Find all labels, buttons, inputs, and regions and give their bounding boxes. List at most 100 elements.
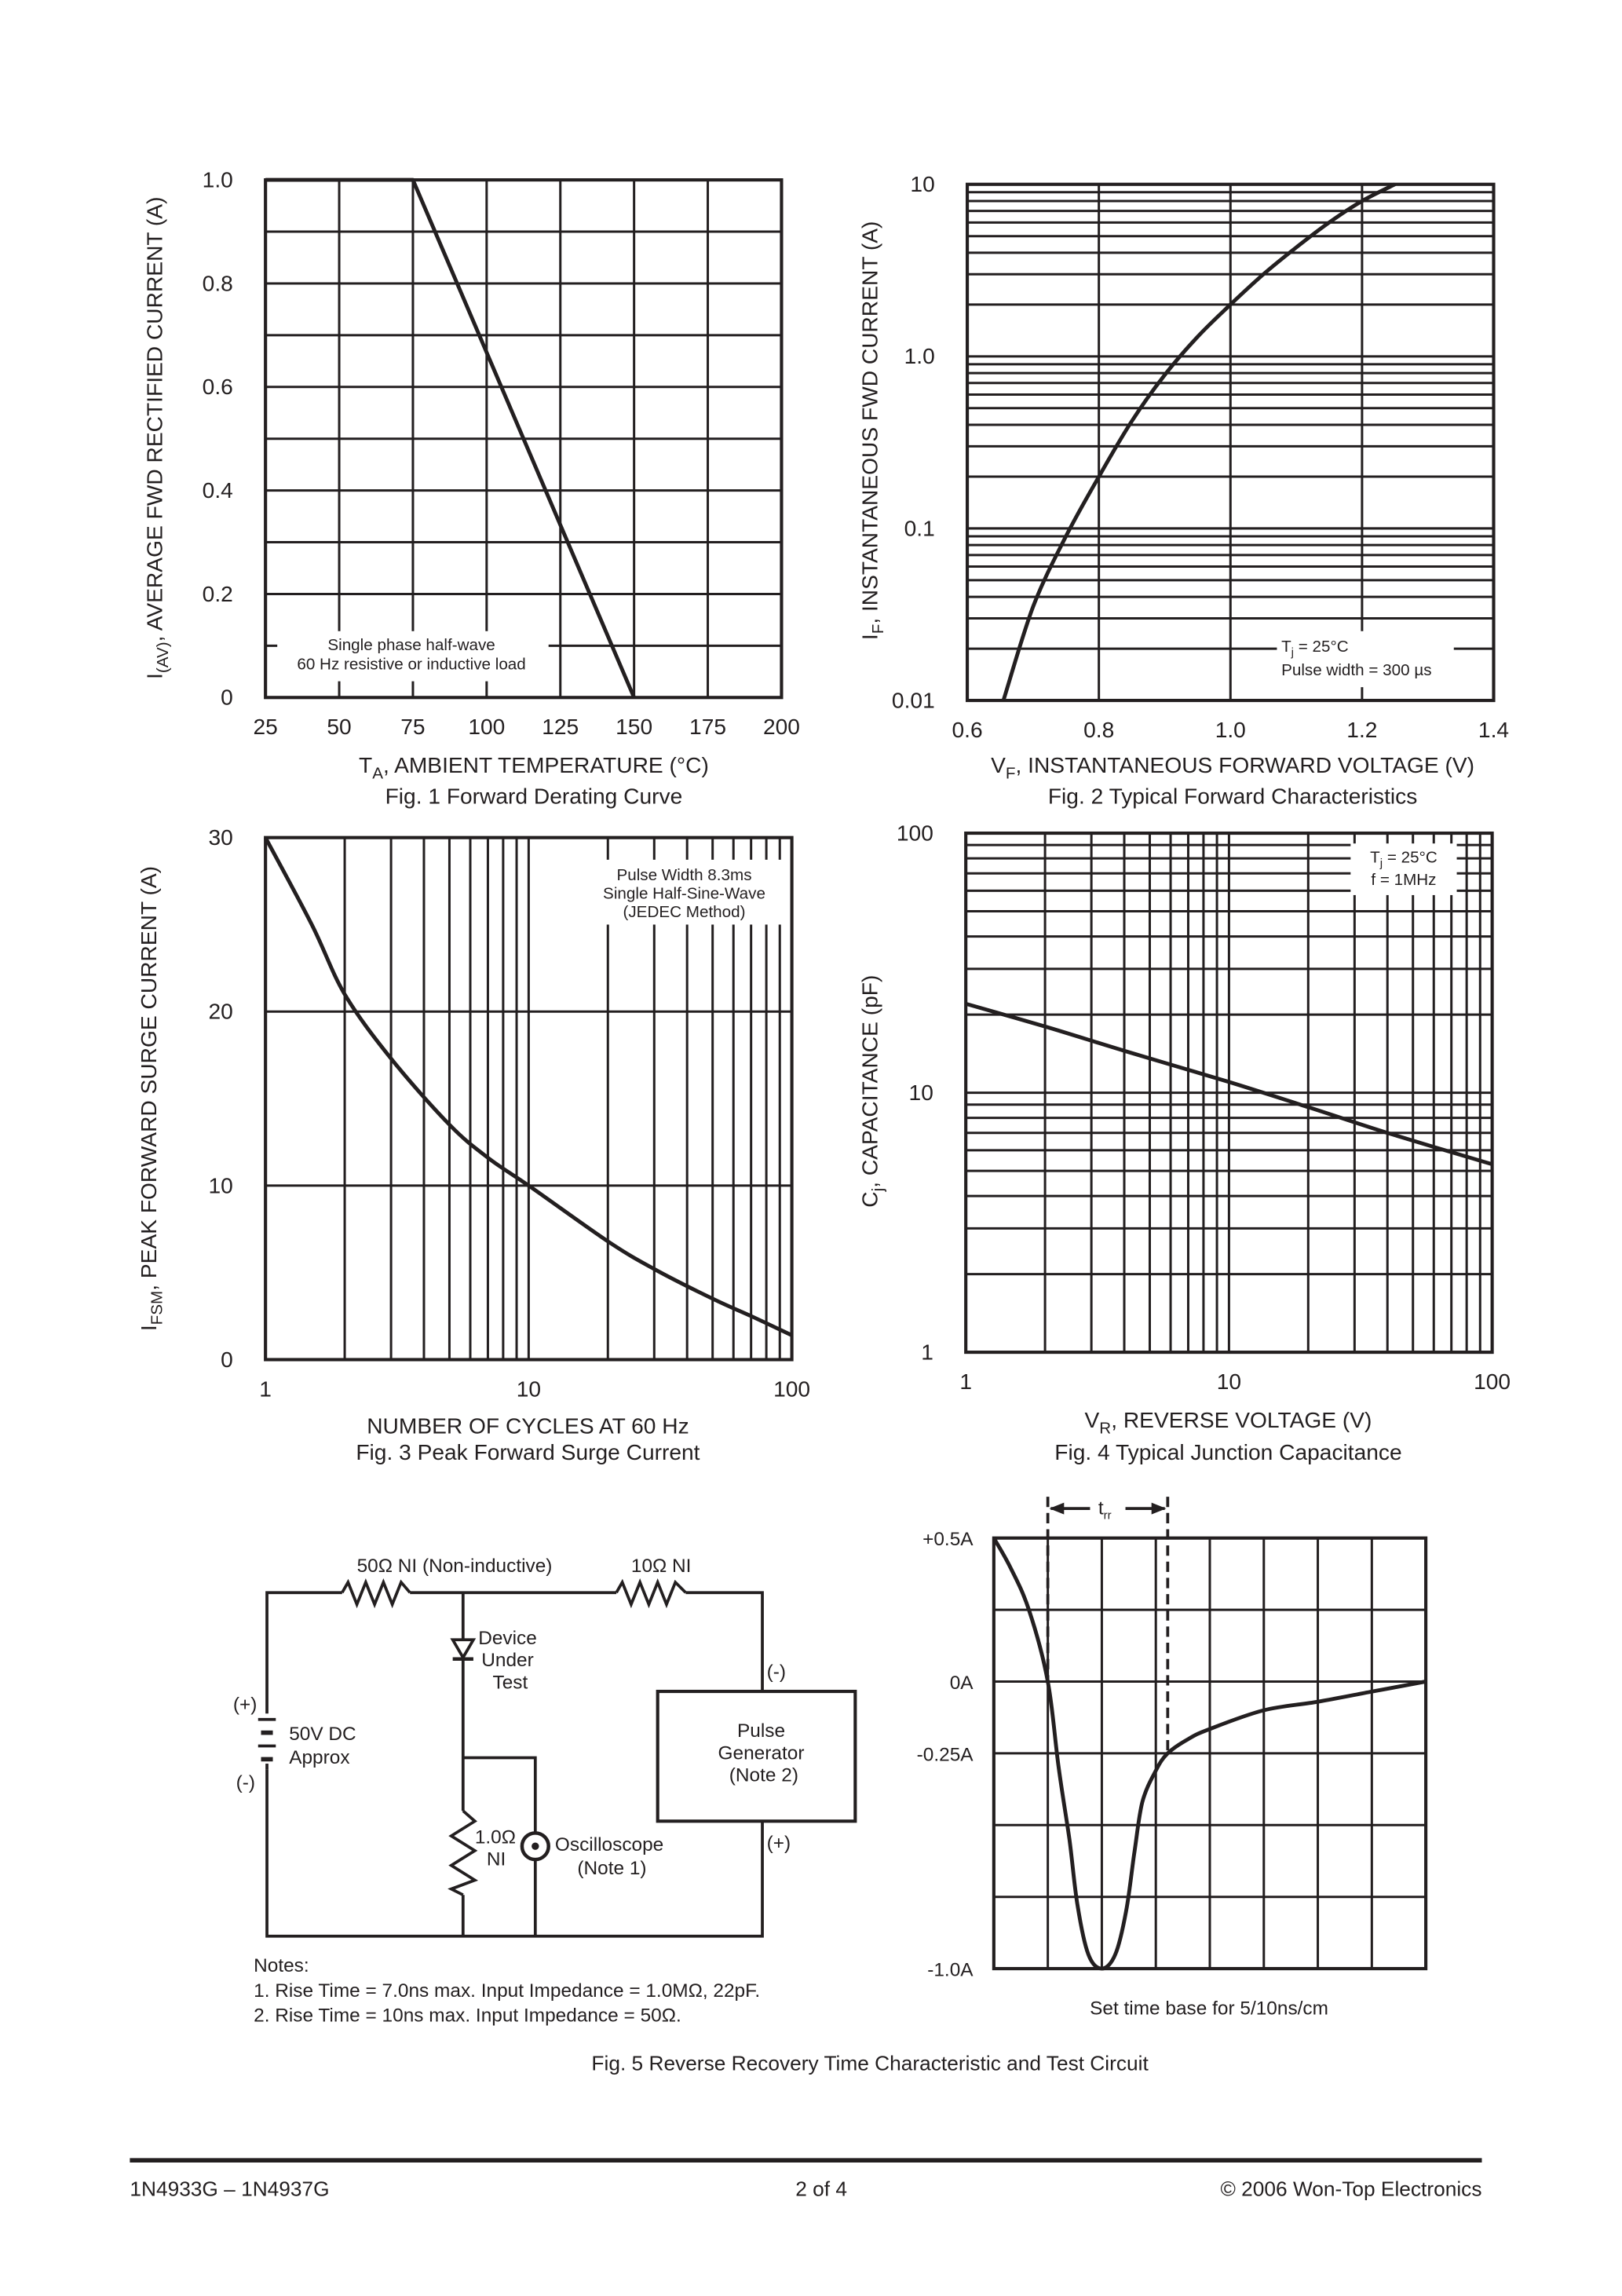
y-tick-label: 0A — [950, 1673, 974, 1694]
x-tick-label: 10 — [1217, 1369, 1241, 1394]
pulse-generator-label: Pulse Generator (Note 2) — [718, 1720, 810, 1786]
y-tick-label: 0 — [221, 686, 233, 710]
plot-frame — [992, 1536, 1428, 1971]
resistor-10-ohm — [615, 1578, 687, 1609]
y-tick-label: 0.4 — [203, 478, 233, 503]
r10-label: 10Ω NI — [631, 1556, 692, 1577]
series-curve — [265, 177, 636, 699]
annotation-line: Single phase half-wave — [327, 636, 495, 654]
x-tick-label: 200 — [763, 715, 800, 739]
fig5-reverse-recovery-chart: +0.5A 0A -0.25A -1.0A trr — [917, 1497, 1428, 1980]
series-curve — [1001, 182, 1396, 701]
annotation-line-main: (JEDEC Method) — [623, 903, 745, 921]
y-tick-label: 0.2 — [203, 582, 233, 606]
plot-frame — [264, 835, 794, 1362]
x-tick-label: 175 — [689, 715, 726, 739]
x-tick-label: 125 — [542, 715, 579, 739]
arrow-right-icon — [1151, 1502, 1167, 1515]
fig4-xlabel: VR, REVERSE VOLTAGE (V) — [1085, 1408, 1372, 1438]
y-tick-label: 0.1 — [904, 516, 935, 540]
fig1-xlabel: TA, AMBIENT TEMPERATURE (°C) — [359, 753, 709, 783]
resistor-1-ohm — [448, 1809, 479, 1896]
series-curve — [263, 836, 793, 1337]
y-tick-label: 1.0 — [904, 344, 935, 368]
pulse-generator-box — [656, 1689, 857, 1823]
annotation-line-main: 60 Hz resistive or inductive load — [297, 656, 525, 674]
fig3-caption: Fig. 3 Peak Forward Surge Current — [356, 1440, 700, 1464]
annotation-line-main: Single phase half-wave — [327, 636, 495, 654]
x-tick-label: 100 — [468, 715, 505, 739]
annotation-background — [277, 631, 549, 682]
x-tick-label: 100 — [773, 1377, 810, 1401]
y-tick-label: 0 — [221, 1347, 233, 1372]
battery-minus-label: (-) — [236, 1772, 255, 1793]
annotation-line-rest: = 25°C — [1294, 638, 1349, 656]
fig4-caption: Fig. 4 Typical Junction Capacitance — [1054, 1440, 1401, 1464]
gridlines — [265, 180, 782, 698]
trr-label-main: t — [1098, 1498, 1104, 1519]
fig3-ylabel: IFSM, PEAK FORWARD SURGE CURRENT (A) — [137, 866, 166, 1331]
annotation-line-main: f = 1MHz — [1371, 871, 1436, 889]
fig4-ylabel: Cj, CAPACITANCE (pF) — [858, 975, 888, 1208]
x-tick-label: 0.6 — [952, 718, 982, 742]
circuit-wire — [265, 1591, 764, 1938]
series-curve — [965, 1001, 1493, 1166]
annotation-line: Pulse Width 8.3ms — [616, 866, 751, 884]
y-tick-label: -1.0A — [927, 1959, 974, 1980]
pulse-generator-plus: (+) — [767, 1833, 791, 1854]
footer-part-numbers: 1N4933G – 1N4937G — [130, 2177, 329, 2200]
battery-plus-label: (+) — [233, 1694, 258, 1715]
annotation-line-main: T — [1281, 638, 1291, 656]
x-tick-label: 25 — [253, 715, 277, 739]
x-tick-label: 1 — [959, 1369, 972, 1394]
battery-label: 50V DC Approx — [289, 1724, 361, 1768]
diode-icon — [450, 1638, 477, 1661]
y-tick-label: 20 — [209, 1000, 233, 1024]
fig1-caption: Fig. 1 Forward Derating Curve — [385, 784, 683, 808]
notes: Notes: 1. Rise Time = 7.0ns max. Input I… — [254, 1955, 765, 2027]
fig2-xlabel: VF, INSTANTANEOUS FORWARD VOLTAGE (V) — [991, 753, 1474, 783]
series-curve — [992, 1537, 1427, 1971]
arrow-left-icon — [1049, 1502, 1065, 1515]
y-tick-label: 100 — [897, 821, 933, 845]
annotation-line-main: T — [1370, 849, 1380, 867]
y-tick-label: 10 — [910, 172, 934, 196]
x-tick-label: 0.8 — [1083, 718, 1114, 742]
fig5-caption: Fig. 5 Reverse Recovery Time Characteris… — [591, 2052, 1149, 2075]
oscilloscope-label: Oscilloscope (Note 1) — [555, 1834, 669, 1879]
x-tick-label: 150 — [616, 715, 652, 739]
annotation-line: Tj = 25°C — [1281, 638, 1349, 660]
gridlines — [993, 1537, 1427, 1969]
annotation-background — [1350, 843, 1457, 895]
fig2-ylabel: IF, INSTANTANEOUS FWD CURRENT (A) — [858, 221, 888, 641]
y-tick-label: 0.6 — [203, 375, 233, 399]
footer-page-number: 2 of 4 — [795, 2177, 847, 2200]
r1-label: 1.0Ω NI — [475, 1826, 521, 1870]
annotation-line: Pulse width = 300 µs — [1281, 661, 1431, 679]
plot-frame — [264, 178, 784, 700]
trr-label: trr — [1098, 1498, 1112, 1523]
x-tick-label: 100 — [1474, 1369, 1511, 1394]
x-tick-label: 50 — [327, 715, 351, 739]
footer-copyright: © 2006 Won-Top Electronics — [1221, 2177, 1482, 2200]
annotation-background — [590, 859, 782, 925]
plot-frame — [965, 182, 1496, 703]
y-tick-label: 10 — [209, 1173, 233, 1197]
annotation-line: Single Half-Sine-Wave — [603, 885, 765, 903]
battery-icon — [258, 1717, 276, 1770]
plot-frame — [964, 831, 1494, 1355]
annotation-line: Tj = 25°C — [1370, 849, 1438, 871]
y-tick-label: +0.5A — [922, 1529, 974, 1550]
gridlines — [966, 833, 1492, 1353]
fig1-ylabel: I(AV), AVERAGE FWD RECTIFIED CURRENT (A) — [143, 197, 173, 679]
y-tick-label: 0.01 — [892, 688, 935, 712]
y-tick-label: -0.25A — [917, 1744, 974, 1765]
x-tick-label: 1.2 — [1346, 718, 1377, 742]
y-tick-label: 1.0 — [203, 168, 233, 192]
y-tick-label: 30 — [209, 825, 233, 850]
annotation-line-main: Single Half-Sine-Wave — [603, 885, 765, 903]
